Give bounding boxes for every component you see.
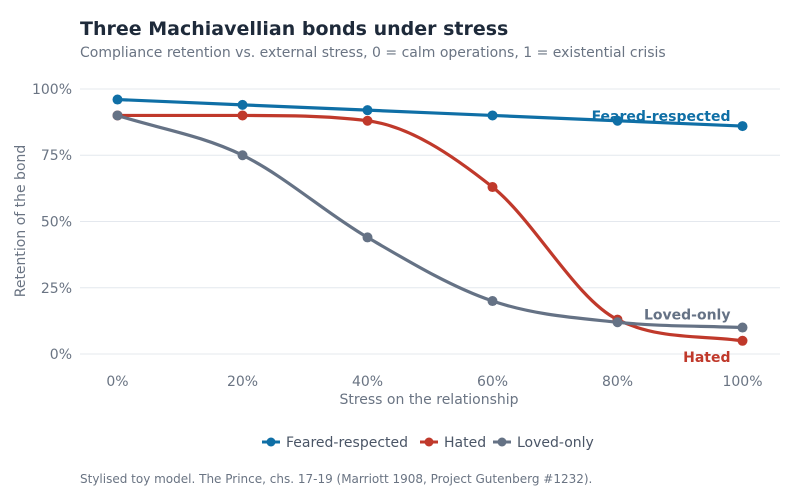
data-point xyxy=(112,110,123,121)
data-point xyxy=(737,121,748,132)
x-tick-label: 20% xyxy=(227,374,258,390)
y-tick-label: 100% xyxy=(32,82,72,98)
x-tick-label: 0% xyxy=(106,374,128,390)
chart-caption: Stylised toy model. The Prince, chs. 17-… xyxy=(80,472,592,486)
legend-swatch-dot xyxy=(497,437,507,447)
data-points xyxy=(112,94,748,346)
data-point xyxy=(487,296,498,307)
legend-label: Loved-only xyxy=(517,435,594,451)
data-point xyxy=(612,317,623,328)
data-point xyxy=(362,232,373,243)
y-tick-label: 25% xyxy=(41,281,72,297)
legend-label: Feared-respected xyxy=(286,435,408,451)
data-point xyxy=(237,99,248,110)
x-tick-label: 100% xyxy=(722,374,762,390)
data-point xyxy=(112,94,123,105)
data-point xyxy=(487,182,498,193)
series-end-label: Hated xyxy=(683,350,730,366)
legend-label: Hated xyxy=(444,435,486,451)
y-axis-ticks: 0% 25% 50% 75% 100% xyxy=(32,82,72,363)
x-axis-label: Stress on the relationship xyxy=(339,392,518,408)
data-point xyxy=(237,150,248,161)
chart-subtitle: Compliance retention vs. external stress… xyxy=(80,45,666,61)
grid-lines xyxy=(80,88,780,355)
x-axis-ticks: 0% 20% 40% 60% 80% 100% xyxy=(106,374,762,390)
legend-swatch-dot xyxy=(424,437,434,447)
data-point xyxy=(737,335,748,346)
legend-swatch-dot xyxy=(266,437,276,447)
data-point xyxy=(487,110,498,121)
y-tick-label: 75% xyxy=(41,148,72,164)
legend: Feared-respected Hated Loved-only xyxy=(262,435,594,451)
series-lines xyxy=(115,97,745,343)
data-point xyxy=(237,110,248,121)
data-point xyxy=(612,115,623,126)
data-point xyxy=(737,322,748,333)
series-end-labels: Feared-respected Hated Loved-only xyxy=(592,109,731,366)
y-tick-label: 50% xyxy=(41,215,72,231)
y-axis-label: Retention of the bond xyxy=(13,145,29,298)
x-tick-label: 80% xyxy=(602,374,633,390)
x-tick-label: 60% xyxy=(477,374,508,390)
series-line xyxy=(115,97,745,128)
data-point xyxy=(362,105,373,116)
series-end-label: Feared-respected xyxy=(592,109,731,125)
y-tick-label: 0% xyxy=(50,347,72,363)
chart-title: Three Machiavellian bonds under stress xyxy=(80,18,508,40)
x-tick-label: 40% xyxy=(352,374,383,390)
series-line xyxy=(115,113,745,330)
series-end-label: Loved-only xyxy=(644,308,731,324)
data-point xyxy=(362,115,373,126)
